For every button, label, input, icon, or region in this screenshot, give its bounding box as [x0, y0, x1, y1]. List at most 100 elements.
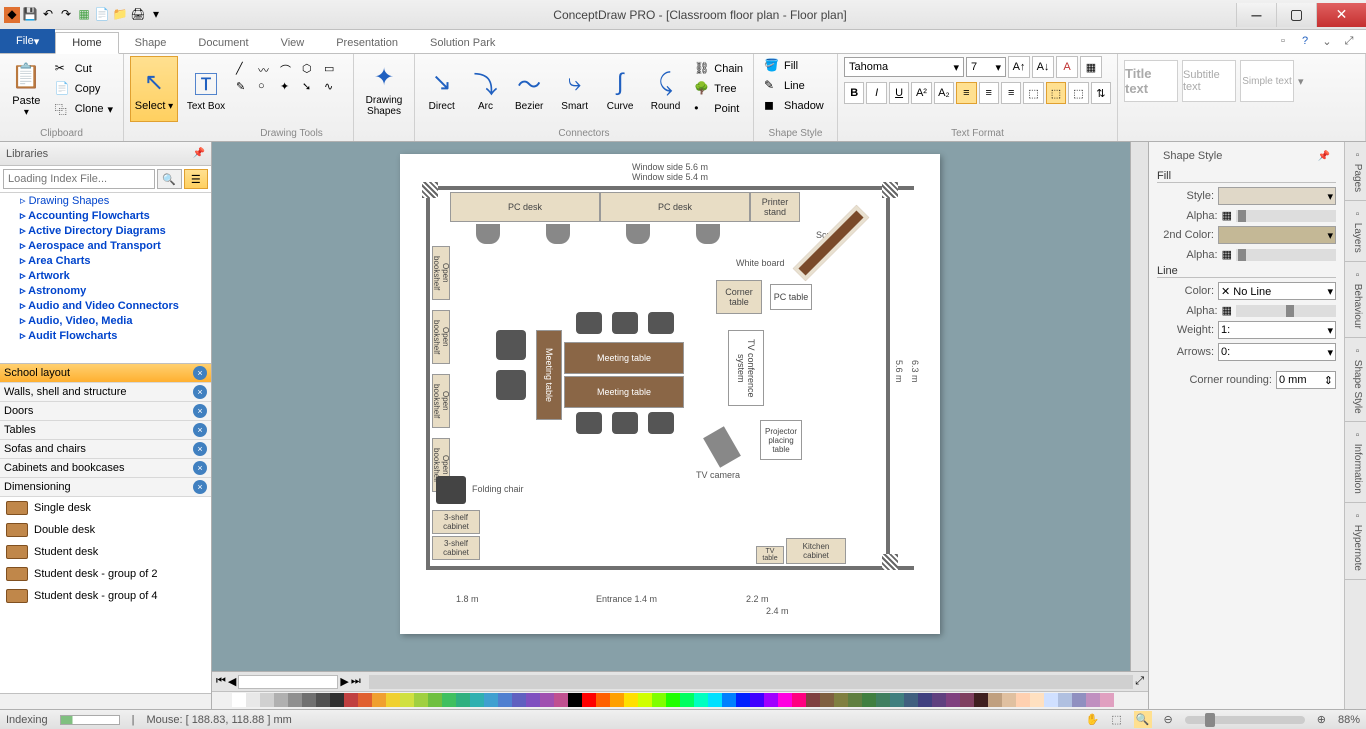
palette-swatch[interactable] — [512, 693, 526, 707]
fill-style-combo[interactable]: ▾ — [1218, 187, 1336, 205]
palette-swatch[interactable] — [778, 693, 792, 707]
category-row[interactable]: Doors× — [0, 402, 211, 421]
meeting-table-2[interactable]: Meeting table — [564, 376, 684, 408]
cut-button[interactable]: ✂Cut — [51, 59, 117, 79]
ribbon-collapse-icon[interactable]: ⌄ — [1318, 35, 1336, 53]
connector-round[interactable]: ⤹Round — [645, 56, 686, 122]
palette-swatch[interactable] — [666, 693, 680, 707]
maximize-button[interactable]: ▢ — [1276, 3, 1316, 27]
tv-table[interactable]: TV table — [756, 546, 784, 564]
palette-swatch[interactable] — [344, 693, 358, 707]
palette-swatch[interactable] — [442, 693, 456, 707]
highlight[interactable]: ▦ — [1080, 56, 1102, 78]
preset-subtitle[interactable]: Subtitle text — [1182, 60, 1236, 102]
palette-swatch[interactable] — [414, 693, 428, 707]
palette-swatch[interactable] — [330, 693, 344, 707]
palette-swatch[interactable] — [232, 693, 246, 707]
tool-poly-icon[interactable]: ⬡ — [302, 62, 322, 78]
select-tool-icon[interactable]: ⬚ — [1111, 713, 1121, 726]
tree-button[interactable]: 🌳Tree — [690, 79, 747, 99]
palette-swatch[interactable] — [526, 693, 540, 707]
connector-direct[interactable]: ↘Direct — [421, 56, 462, 122]
sidetab-layers[interactable]: ▫ Layers — [1345, 201, 1366, 262]
palette-swatch[interactable] — [470, 693, 484, 707]
sidetab-hypernote[interactable]: ▫ Hypernote — [1345, 503, 1366, 580]
second-color-combo[interactable]: ▾ — [1218, 226, 1336, 244]
sidetab-behaviour[interactable]: ▫ Behaviour — [1345, 262, 1366, 338]
meeting-table-1[interactable]: Meeting table — [564, 342, 684, 374]
corner-rounding-input[interactable]: 0 mm⇕ — [1276, 371, 1336, 389]
palette-swatch[interactable] — [610, 693, 624, 707]
align-left[interactable]: ≡ — [956, 82, 976, 104]
fill-alpha2-slider[interactable] — [1236, 249, 1336, 261]
tv-camera-shape[interactable] — [703, 426, 741, 467]
palette-swatch[interactable] — [1030, 693, 1044, 707]
tree-item[interactable]: ▹ Active Directory Diagrams — [0, 223, 211, 238]
tree-item[interactable]: ▹ Aerospace and Transport — [0, 238, 211, 253]
italic-button[interactable]: I — [866, 82, 886, 104]
close-icon[interactable]: × — [193, 442, 207, 456]
palette-swatch[interactable] — [484, 693, 498, 707]
tool-arrow-icon[interactable]: ➘ — [302, 80, 322, 93]
palette-swatch[interactable] — [862, 693, 876, 707]
shape-item[interactable]: Student desk - group of 2 — [0, 563, 211, 585]
close-icon[interactable]: × — [193, 423, 207, 437]
palette-swatch[interactable] — [708, 693, 722, 707]
category-row[interactable]: Dimensioning× — [0, 478, 211, 497]
library-search-input[interactable] — [3, 169, 155, 189]
arrows-combo[interactable]: 0:▾ — [1218, 343, 1336, 361]
palette-swatch[interactable] — [1016, 693, 1030, 707]
palette-swatch[interactable] — [1072, 693, 1086, 707]
tool-rect-icon[interactable]: ▭ — [324, 62, 344, 78]
pin-icon[interactable]: 📌 — [1318, 151, 1330, 162]
corner-table[interactable]: Corner table — [716, 280, 762, 314]
size-combo[interactable]: 7▾ — [966, 57, 1006, 77]
line-alpha-slider[interactable] — [1236, 305, 1336, 317]
shape-item[interactable]: Double desk — [0, 519, 211, 541]
palette-swatch[interactable] — [274, 693, 288, 707]
connector-bezier[interactable]: 〜Bezier — [508, 56, 549, 122]
tree-item[interactable]: ▹ Area Charts — [0, 253, 211, 268]
palette-swatch[interactable] — [890, 693, 904, 707]
connector-curve[interactable]: ∫Curve — [599, 56, 640, 122]
tree-item[interactable]: ▹ Audio and Video Connectors — [0, 298, 211, 313]
page-selector[interactable] — [238, 675, 338, 689]
preset-title[interactable]: Title text — [1124, 60, 1178, 102]
tree-item[interactable]: ▹ Audit Flowcharts — [0, 328, 211, 343]
category-row[interactable]: School layout× — [0, 364, 211, 383]
palette-swatch[interactable] — [946, 693, 960, 707]
palette-swatch[interactable] — [932, 693, 946, 707]
fill-button[interactable]: 🪣Fill — [760, 56, 831, 76]
palette-swatch[interactable] — [260, 693, 274, 707]
tree-item[interactable]: ▹ Artwork — [0, 268, 211, 283]
library-tree[interactable]: ▹ Drawing Shapes▹ Accounting Flowcharts▹… — [0, 193, 211, 363]
palette-swatch[interactable] — [638, 693, 652, 707]
clone-button[interactable]: ⿻Clone ▾ — [51, 99, 117, 119]
zoom-slider[interactable] — [1185, 716, 1305, 724]
grow-font[interactable]: A↑ — [1008, 56, 1030, 78]
palette-swatch[interactable] — [498, 693, 512, 707]
pc-table[interactable]: PC table — [770, 284, 812, 310]
qat-undo-icon[interactable]: ↶ — [40, 7, 56, 23]
canvas-vscroll[interactable] — [1130, 142, 1148, 671]
font-color[interactable]: A — [1056, 56, 1078, 78]
palette-swatch[interactable] — [904, 693, 918, 707]
tree-item[interactable]: ▹ Astronomy — [0, 283, 211, 298]
palette-swatch[interactable] — [834, 693, 848, 707]
color-palette[interactable] — [212, 691, 1148, 709]
palette-swatch[interactable] — [1100, 693, 1114, 707]
drawing-page[interactable]: Window side 5.6 m Window side 5.4 m PC d… — [400, 154, 940, 634]
palette-swatch[interactable] — [316, 693, 330, 707]
palette-swatch[interactable] — [400, 693, 414, 707]
search-button[interactable]: 🔍 — [157, 169, 182, 189]
copy-button[interactable]: 📄Copy — [51, 79, 117, 99]
tool-freehand-icon[interactable]: ✎ — [236, 80, 256, 93]
palette-swatch[interactable] — [918, 693, 932, 707]
valign-bot[interactable]: ⬚ — [1068, 82, 1088, 104]
palette-swatch[interactable] — [1086, 693, 1100, 707]
palette-swatch[interactable] — [246, 693, 260, 707]
bookshelf-2[interactable]: Open bookshelf — [432, 310, 450, 364]
subscript-button[interactable]: A₂ — [934, 82, 954, 104]
preset-simple[interactable]: Simple text — [1240, 60, 1294, 102]
category-row[interactable]: Tables× — [0, 421, 211, 440]
